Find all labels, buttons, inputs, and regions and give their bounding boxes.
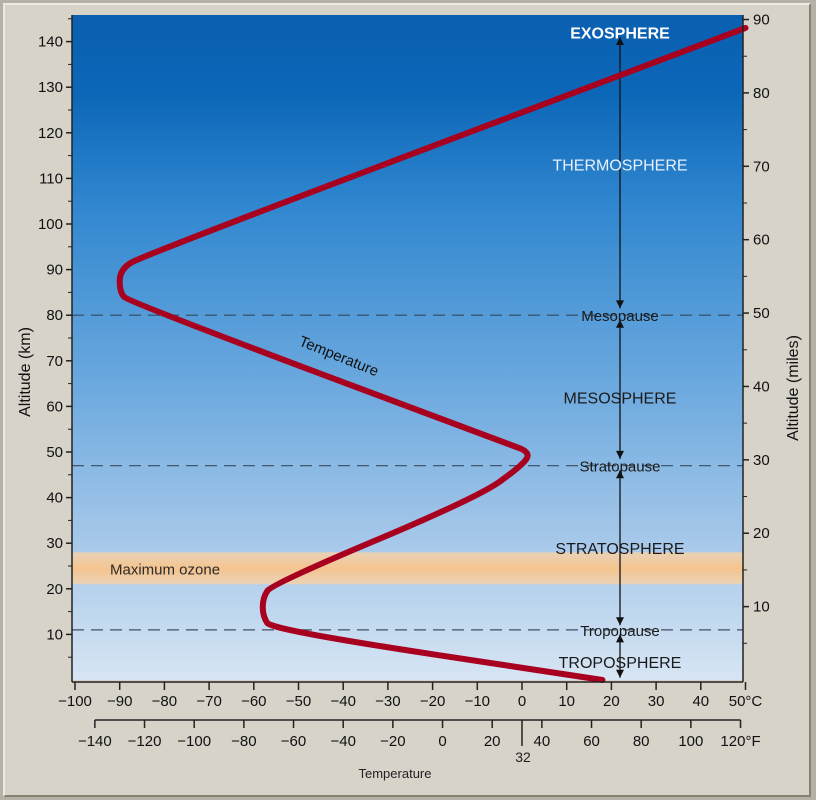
y-tick-label-miles: 50 (753, 305, 770, 322)
x-tick-label-celsius: −30 (375, 693, 400, 710)
arrowhead-down-icon (616, 617, 624, 626)
arrowhead-up-icon (616, 470, 624, 479)
ozone-band-label: Maximum ozone (110, 561, 220, 578)
y-tick-label-km: 40 (46, 490, 63, 507)
x-tick-label-fahrenheit: 0 (438, 733, 446, 750)
left-y-axis: 10 20 30 40 50 60 70 80 90 100 110 120 130 140 (38, 18, 72, 658)
y-axis-label-left: Altitude (km) (17, 327, 34, 417)
layer-label-stratopause: Stratopause (580, 459, 661, 476)
y-tick-label-miles: 90 (753, 12, 770, 29)
x-tick-label-celsius: 40 (692, 693, 709, 710)
x-tick-label-celsius: 10 (558, 693, 575, 710)
x-tick-label-fahrenheit: 60 (583, 733, 600, 750)
fahrenheit-32-label: 32 (515, 749, 531, 765)
x-tick-label-fahrenheit: −80 (231, 733, 256, 750)
layer-label-mesopause: Mesopause (581, 308, 659, 325)
x-tick-label-celsius: −40 (330, 693, 355, 710)
x-tick-label-celsius: −10 (465, 693, 490, 710)
layer-arrows (616, 37, 624, 678)
x-tick-label-fahrenheit: 40 (534, 733, 551, 750)
x-axis-label: Temperature (359, 766, 432, 781)
y-tick-label-km: 130 (38, 79, 63, 96)
x-tick-label-fahrenheit: −140 (78, 733, 112, 750)
x-tick-label-fahrenheit: 120°F (720, 733, 760, 750)
x-tick-label-celsius: −80 (152, 693, 177, 710)
x-tick-label-fahrenheit: 100 (678, 733, 703, 750)
y-tick-label-miles: 80 (753, 85, 770, 102)
y-tick-label-km: 60 (46, 398, 63, 415)
ozone-band-group: Maximum ozone (72, 552, 743, 585)
arrowhead-up-icon (616, 37, 624, 46)
x-tick-label-celsius: 30 (648, 693, 665, 710)
x-tick-label-celsius: −70 (196, 693, 221, 710)
y-tick-label-km: 110 (39, 170, 63, 187)
x-tick-label-fahrenheit: −100 (177, 733, 211, 750)
x-tick-label-fahrenheit: −20 (380, 733, 405, 750)
y-tick-label-miles: 30 (753, 452, 770, 469)
y-tick-label-km: 10 (46, 626, 63, 643)
y-tick-label-miles: 40 (753, 378, 770, 395)
y-tick-label-km: 100 (38, 216, 63, 233)
x-tick-label-celsius: −50 (286, 693, 311, 710)
x-tick-label-fahrenheit: −120 (128, 733, 162, 750)
x-tick-label-celsius: 0 (518, 693, 526, 710)
y-tick-label-km: 140 (38, 34, 63, 51)
layer-label-mesosphere: MESOSPHERE (564, 390, 677, 407)
boundary-lines (72, 314, 743, 631)
x-axis-celsius: −100 −90 −80 −70 −60 −50 −40 −30 −20 −10 0 10 20 30 40… (58, 682, 762, 710)
arrowhead-down-icon (616, 450, 624, 459)
layer-label-troposphere: TROPOSPHERE (559, 655, 682, 672)
layer-label-stratosphere: STRATOSPHERE (555, 541, 684, 558)
x-tick-label-fahrenheit: 80 (633, 733, 650, 750)
layer-label-thermosphere: THERMOSPHERE (552, 158, 687, 175)
y-tick-label-km: 120 (38, 125, 63, 142)
y-tick-label-km: 80 (46, 307, 63, 324)
x-tick-label-fahrenheit: −40 (330, 733, 355, 750)
x-tick-label-celsius: 20 (603, 693, 620, 710)
y-tick-label-miles: 70 (753, 158, 770, 175)
x-axis-fahrenheit: −140 −120 −100 −80 −60 −40 −20 0 20 40 60 80 100 120°… (78, 719, 761, 750)
temperature-curve (116, 24, 749, 683)
layer-label-tropopause: Tropopause (580, 623, 660, 640)
y-tick-label-km: 70 (46, 353, 63, 370)
layer-label-exosphere: EXOSPHERE (570, 25, 670, 42)
right-y-axis: 10 20 30 40 50 60 70 80 90 (743, 12, 770, 644)
x-tick-label-celsius: 50°C (729, 693, 763, 710)
y-tick-label-miles: 60 (753, 232, 770, 249)
y-tick-label-miles: 20 (753, 525, 770, 542)
x-tick-label-celsius: −100 (58, 693, 92, 710)
layer-labels: EXOSPHERE THERMOSPHERE Mesopause MESOSPHERE… (552, 25, 687, 671)
y-tick-label-km: 90 (46, 262, 63, 279)
x-tick-label-fahrenheit: 20 (484, 733, 501, 750)
arrowhead-down-icon (616, 300, 624, 309)
arrowhead-up-icon (616, 634, 624, 643)
arrowhead-up-icon (616, 319, 624, 328)
y-tick-label-km: 30 (46, 535, 63, 552)
x-tick-label-celsius: −20 (420, 693, 445, 710)
y-tick-label-miles: 10 (753, 599, 770, 616)
x-tick-label-celsius: −90 (107, 693, 132, 710)
arrowhead-down-icon (616, 669, 624, 678)
ozone-band (72, 552, 743, 585)
x-tick-label-celsius: −60 (241, 693, 266, 710)
x-tick-label-fahrenheit: −60 (281, 733, 306, 750)
y-tick-label-km: 20 (46, 581, 63, 598)
y-tick-label-km: 50 (46, 444, 63, 461)
y-axis-label-right: Altitude (miles) (785, 335, 802, 441)
